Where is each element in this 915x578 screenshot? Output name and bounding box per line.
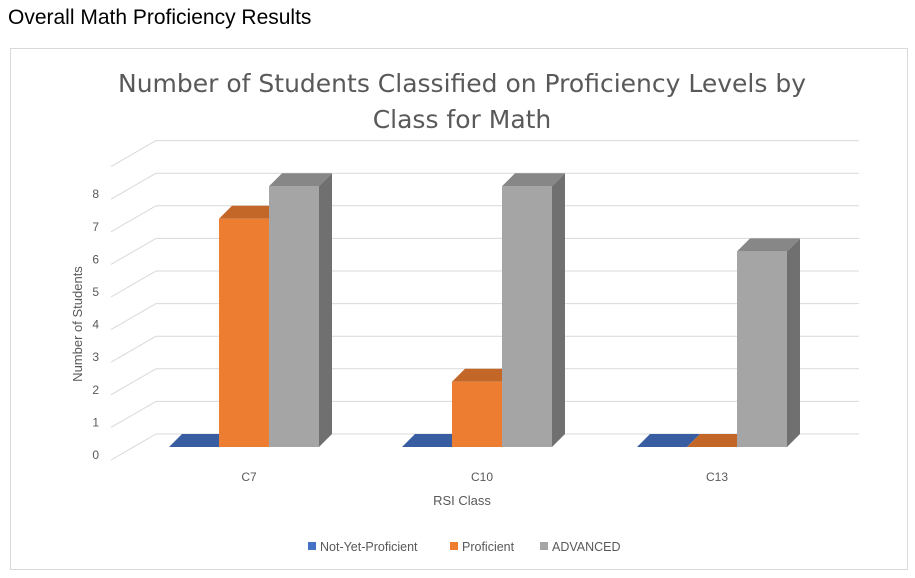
bar-c13-advanced-front [737,251,787,447]
legend: Not-Yet-Proficient Proficient ADVANCED [308,540,621,554]
gridline-side [110,433,157,461]
bar-c7-not-yet-proficient-top [169,434,232,447]
y-tick-label: 5 [92,285,99,299]
gridline-side [110,400,157,428]
bar-c13-advanced [737,238,800,447]
bar-c7-advanced-front [269,186,319,447]
y-tick-label: 7 [92,220,99,234]
legend-label: Not-Yet-Proficient [320,540,418,554]
bar-c10-not-yet-proficient-top [402,434,465,447]
bar-c7-proficient-front [219,218,269,447]
y-tick-label: 6 [92,252,99,266]
bar-c7-advanced [269,173,332,447]
legend-item-advanced: ADVANCED [540,540,621,554]
bar-c7-advanced-side [319,173,332,447]
bar-c10-advanced [502,173,565,447]
legend-label: ADVANCED [552,540,621,554]
chart-svg: Number of Students Classified on Profici… [70,69,859,554]
bar-c7-advanced-top [269,173,332,187]
gridline-side [110,303,157,331]
bar-c7-not-yet-proficient [169,434,232,447]
legend-swatch [540,542,548,550]
chart-title-line-1: Number of Students Classified on Profici… [118,69,806,98]
bar-c13-advanced-top [737,238,800,252]
gridline-side [110,140,157,168]
bar-c13-not-yet-proficient-top [637,434,700,447]
bar-c10-not-yet-proficient [402,434,465,447]
gridline-side [110,237,157,265]
gridline-side [110,368,157,396]
bar-c13-proficient-top [687,434,750,447]
gridline-side [110,270,157,298]
x-axis-tick-labels: C7 C10 C13 [241,470,728,484]
bar-c10-advanced-front [502,186,552,447]
y-axis-tick-labels: 0 1 2 3 4 5 6 7 8 [92,187,99,462]
bar-c10-proficient-front [452,381,502,447]
chart-container: Number of Students Classified on Profici… [10,48,908,570]
page-heading: Overall Math Proficiency Results [8,6,312,29]
gridline-side [110,205,157,233]
bar-c10-proficient-top [452,368,515,382]
bar-c10-advanced-top [502,173,565,187]
bar-c7-proficient-top [219,205,282,219]
y-tick-label: 0 [92,448,99,462]
x-axis-title: RSI Class [433,493,491,508]
bar-c13-proficient [687,434,750,447]
bar-c13-advanced-side [787,238,800,447]
legend-item-proficient: Proficient [450,540,515,554]
legend-swatch [308,542,316,550]
y-tick-label: 8 [92,187,99,201]
legend-swatch [450,542,458,550]
gridline-side [110,335,157,363]
legend-label: Proficient [462,540,515,554]
chart-title-line-2: Class for Math [373,105,552,134]
bar-c10-advanced-side [552,173,565,447]
y-tick-label: 1 [92,415,99,429]
bars [169,173,800,447]
y-axis-title: Number of Students [70,266,85,382]
x-tick-label: C7 [241,470,257,484]
x-tick-label: C10 [471,470,493,484]
bar-c13-not-yet-proficient [637,434,700,447]
legend-item-not-yet-proficient: Not-Yet-Proficient [308,540,418,554]
x-tick-label: C13 [706,470,728,484]
y-tick-label: 3 [92,350,99,364]
y-tick-label: 2 [92,383,99,397]
gridline-side [110,172,157,200]
y-tick-label: 4 [92,318,99,332]
